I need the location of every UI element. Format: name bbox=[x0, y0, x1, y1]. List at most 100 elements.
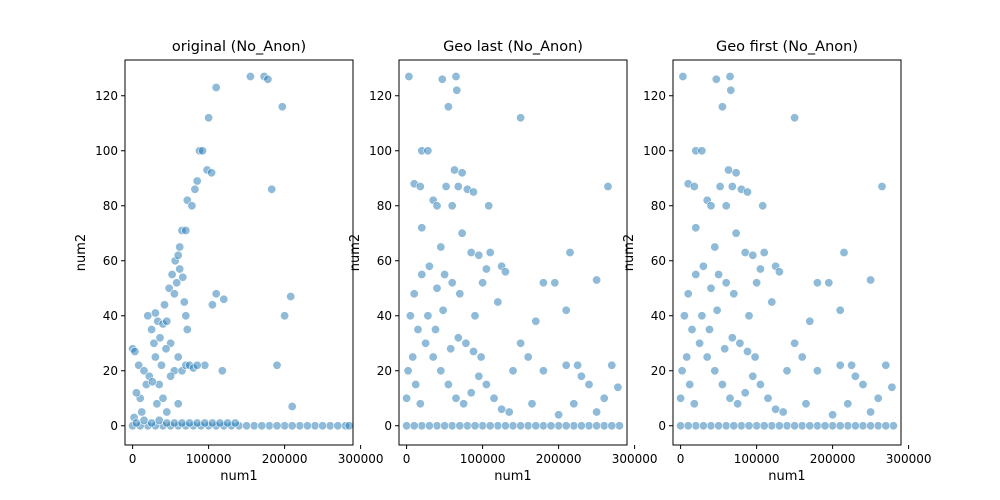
scatter-point bbox=[683, 421, 693, 431]
scatter-point bbox=[476, 352, 486, 362]
scatter-point bbox=[736, 421, 746, 431]
scatter-point bbox=[711, 74, 721, 84]
scatter-point bbox=[731, 228, 741, 238]
scatter-point bbox=[440, 269, 450, 279]
scatter-point bbox=[767, 421, 777, 431]
scatter-points bbox=[128, 72, 354, 431]
scatter-point bbox=[858, 421, 868, 431]
scatter-point bbox=[497, 404, 507, 414]
scatter-point bbox=[712, 305, 722, 315]
scatter-point bbox=[877, 182, 887, 192]
y-axis-label: num2 bbox=[348, 234, 363, 271]
scatter-point bbox=[569, 421, 579, 431]
scatter-point bbox=[866, 421, 876, 431]
scatter-point bbox=[698, 261, 708, 271]
scatter-point bbox=[569, 399, 579, 409]
scatter-point bbox=[812, 278, 822, 288]
scatter-point bbox=[478, 421, 488, 431]
scatter-point bbox=[550, 278, 560, 288]
scatter-point bbox=[211, 289, 221, 299]
scatter-point bbox=[481, 379, 491, 389]
y-tick-label: 100 bbox=[369, 144, 392, 158]
scatter-point bbox=[131, 418, 141, 428]
scatter-point bbox=[453, 182, 463, 192]
scatter-point bbox=[459, 399, 469, 409]
scatter-point bbox=[706, 201, 716, 211]
scatter-point bbox=[173, 250, 183, 260]
scatter-point bbox=[508, 366, 518, 376]
scatter-point bbox=[417, 223, 427, 233]
scatter-point bbox=[607, 360, 617, 370]
y-tick-label: 40 bbox=[377, 309, 392, 323]
scatter-point bbox=[409, 289, 419, 299]
scatter-point bbox=[280, 421, 290, 431]
scatter-point bbox=[584, 421, 594, 431]
scatter-point bbox=[409, 421, 419, 431]
scatter-point bbox=[843, 399, 853, 409]
scatter-point bbox=[561, 305, 571, 315]
scatter-point bbox=[411, 379, 421, 389]
scatter-point bbox=[402, 393, 412, 403]
scatter-point bbox=[723, 165, 733, 175]
scatter-point bbox=[404, 72, 414, 82]
scatter-point bbox=[415, 399, 425, 409]
x-tick-label: 100000 bbox=[734, 452, 780, 466]
scatter-point bbox=[200, 418, 210, 428]
scatter-point bbox=[423, 146, 433, 156]
scatter-point bbox=[603, 182, 613, 192]
scatter-point bbox=[131, 388, 141, 398]
scatter-point bbox=[167, 269, 177, 279]
scatter-point bbox=[687, 324, 697, 334]
scatter-point bbox=[175, 242, 185, 252]
scatter-point bbox=[676, 393, 686, 403]
scatter-point bbox=[150, 352, 160, 362]
scatter-point bbox=[155, 333, 165, 343]
scatter-point bbox=[691, 269, 701, 279]
scatter-point bbox=[873, 421, 883, 431]
scatter-point bbox=[812, 366, 822, 376]
x-tick-label: 200000 bbox=[810, 452, 856, 466]
y-tick-label: 20 bbox=[651, 364, 666, 378]
scatter-point bbox=[740, 248, 750, 258]
scatter-point bbox=[149, 338, 159, 348]
scatter-point bbox=[546, 421, 556, 431]
scatter-point bbox=[729, 289, 739, 299]
y-tick-label: 0 bbox=[658, 419, 666, 433]
scatter-point bbox=[679, 311, 689, 321]
scatter-point bbox=[474, 250, 484, 260]
y-tick-label: 40 bbox=[651, 309, 666, 323]
scatter-point bbox=[421, 338, 431, 348]
scatter-point bbox=[432, 283, 442, 293]
y-tick-label: 60 bbox=[103, 254, 118, 268]
scatter-point bbox=[462, 421, 472, 431]
scatter-point bbox=[344, 421, 354, 431]
scatter-point bbox=[190, 184, 200, 194]
scatter-point bbox=[485, 421, 495, 431]
scatter-point bbox=[436, 242, 446, 252]
scatter-point bbox=[727, 182, 737, 192]
subplot-3: 0 100000 200000 300000 0 20 40 60 80 100 120 Geo fi… bbox=[622, 39, 932, 484]
scatter-point bbox=[152, 399, 162, 409]
scatter-point bbox=[154, 415, 164, 425]
scatter-point bbox=[160, 300, 170, 310]
scatter-point bbox=[310, 421, 320, 431]
scatter-point bbox=[516, 113, 526, 123]
scatter-point bbox=[805, 316, 815, 326]
scatter-point bbox=[752, 278, 762, 288]
scatter-point bbox=[683, 289, 693, 299]
x-tick-label: 200000 bbox=[536, 452, 582, 466]
x-tick-label: 100000 bbox=[460, 452, 506, 466]
scatter-point bbox=[835, 305, 845, 315]
scatter-point bbox=[403, 366, 413, 376]
scatter-point bbox=[614, 421, 624, 431]
scatter-point bbox=[599, 421, 609, 431]
scatter-point bbox=[717, 102, 727, 112]
scatter-point bbox=[790, 113, 800, 123]
scatter-point bbox=[451, 72, 461, 82]
scatter-point bbox=[735, 338, 745, 348]
scatter-point bbox=[207, 300, 217, 310]
scatter-point bbox=[169, 418, 179, 428]
scatter-point bbox=[178, 272, 188, 282]
scatter-point bbox=[592, 275, 602, 285]
